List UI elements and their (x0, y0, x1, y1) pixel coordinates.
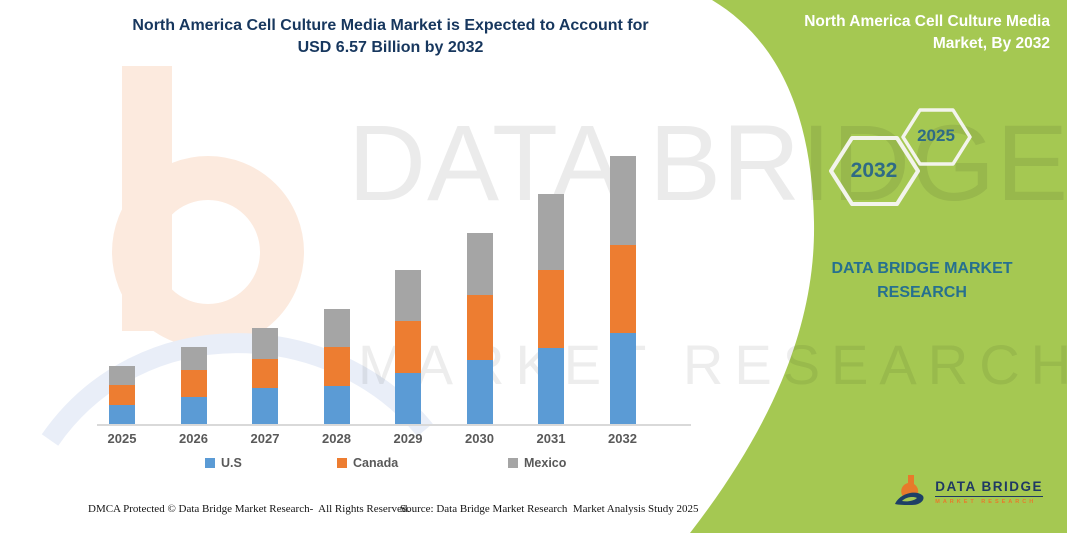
legend-item-canada: Canada (337, 456, 398, 470)
bar-segment-mexico (466, 232, 493, 295)
bar-2028 (323, 308, 350, 425)
bar-segment-mexico (395, 269, 421, 321)
bar-segment-canada (395, 320, 421, 373)
bar-segment-us (323, 385, 350, 425)
hexagon-year-2025: 2025 (917, 126, 955, 145)
bar-2029 (395, 269, 421, 425)
bar-segment-canada (466, 294, 493, 360)
bar-segment-us (180, 397, 207, 425)
bar-2025 (109, 365, 135, 425)
bar-2027 (252, 327, 278, 425)
bar-segment-canada (109, 384, 135, 405)
brand-logo-subtitle: MARKET RESEARCH (935, 499, 1037, 505)
side-panel-title: North America Cell Culture Media Market,… (804, 13, 1050, 52)
legend-item-mexico: Mexico (508, 456, 566, 470)
footer-source: Source: Data Bridge Market Research Mark… (400, 503, 699, 515)
bar-segment-mexico (323, 308, 350, 347)
legend-label: Mexico (524, 456, 567, 470)
bar-2032 (609, 155, 636, 425)
bar-2030 (466, 232, 493, 425)
bar-segment-mexico (609, 155, 636, 245)
legend-item-us: U.S (205, 456, 242, 470)
bar-2026 (180, 347, 207, 425)
legend-swatch-icon (508, 458, 518, 468)
legend-label: U.S (221, 456, 242, 470)
x-axis-line (97, 424, 691, 426)
bar-2031 (538, 193, 564, 425)
bar-segment-us (252, 388, 278, 425)
legend-label: Canada (353, 456, 399, 470)
hexagon-year-2032: 2032 (850, 159, 898, 182)
x-axis-label-2029: 2029 (393, 431, 423, 446)
hexagon-2032-icon (829, 136, 920, 206)
x-axis-label-2030: 2030 (465, 431, 494, 446)
bar-segment-us (609, 332, 636, 425)
legend-swatch-icon (205, 458, 215, 468)
bar-segment-us (109, 404, 135, 425)
x-axis-label-2027: 2027 (250, 431, 280, 446)
bar-segment-us (538, 347, 564, 425)
footer-copyright: DMCA Protected © Data Bridge Market Rese… (88, 503, 411, 515)
x-axis-label-2028: 2028 (322, 431, 351, 446)
bar-segment-us (466, 359, 493, 425)
bar-segment-mexico (538, 193, 564, 271)
legend-swatch-icon (337, 458, 347, 468)
brand-logo-name: DATA BRIDGE (935, 479, 1043, 497)
side-brand-caption: DATA BRIDGE MARKET RESEARCH (831, 260, 1013, 301)
x-axis-label-2025: 2025 (107, 431, 137, 446)
x-axis-label-2031: 2031 (536, 431, 566, 446)
x-axis-label-2026: 2026 (179, 431, 208, 446)
data-bridge-logo-icon (895, 475, 924, 505)
chart-title: North America Cell Culture Media Market … (132, 17, 649, 56)
brand-logo: DATA BRIDGE MARKET RESEARCH (892, 473, 1043, 511)
bar-segment-canada (609, 244, 636, 333)
bar-segment-canada (180, 370, 207, 398)
bar-segment-mexico (180, 347, 207, 371)
bar-segment-canada (538, 270, 564, 348)
hexagon-2025-icon (901, 108, 972, 166)
x-axis-label-2032: 2032 (608, 431, 637, 446)
bar-segment-mexico (109, 365, 135, 385)
bar-segment-canada (252, 359, 278, 389)
bar-segment-mexico (252, 327, 278, 360)
bar-segment-us (395, 372, 421, 425)
bar-segment-canada (323, 346, 350, 386)
